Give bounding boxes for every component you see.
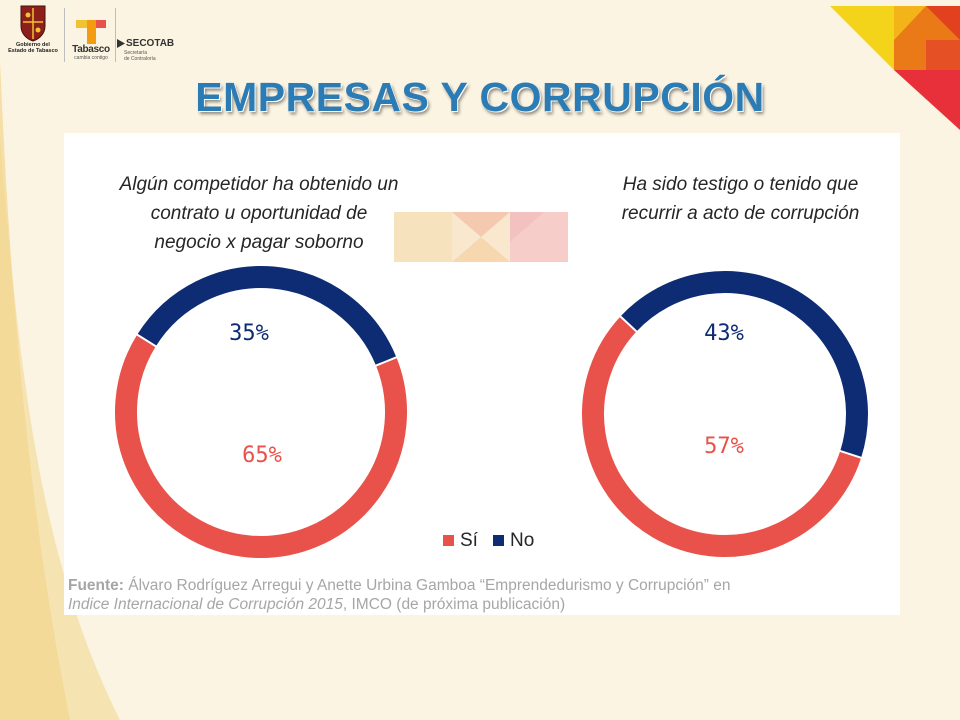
source-line1: Álvaro Rodríguez Arregui y Anette Urbina… xyxy=(123,577,731,594)
tabasco-t-logo-icon xyxy=(76,20,106,44)
secotab-logo-name: SECOTAB xyxy=(126,38,175,49)
tabasco-logo-slogan: cambia contigo xyxy=(74,55,108,61)
legend-swatch-no xyxy=(493,535,504,547)
chart2-question-line: Ha sido testigo o tenido que xyxy=(622,174,859,195)
chart1-question: Algún competidor ha obtenido un contrato… xyxy=(74,170,444,257)
donut2-slice-separator xyxy=(619,315,638,333)
gob-line1: Gobierno del xyxy=(16,42,50,48)
donut2-label-no: 43% xyxy=(704,321,744,346)
faded-overlay-decoration xyxy=(394,212,568,262)
legend-item-si: Sí xyxy=(443,530,478,552)
donut1-slice-separator xyxy=(374,356,398,367)
source-line2-rest: , IMCO (de próxima publicación) xyxy=(342,596,566,613)
gob-line2: Estado de Tabasco xyxy=(8,48,58,54)
donut2-label-si: 57% xyxy=(704,434,744,459)
legend-label-si: Sí xyxy=(460,530,478,551)
page-title: EMPRESAS Y CORRUPCIÓN xyxy=(195,74,765,120)
chart2-question: Ha sido testigo o tenido que recurrir a … xyxy=(548,170,933,228)
state-seal-caption: Gobierno del Estado de Tabasco xyxy=(2,42,64,54)
source-citation: Fuente: Álvaro Rodríguez Arregui y Anett… xyxy=(68,576,868,614)
chart1-question-line: Algún competidor ha obtenido un xyxy=(119,174,399,195)
secotab-sub1: Secretaría xyxy=(124,50,148,56)
donut1-label-si: 65% xyxy=(242,443,282,468)
donut1-slice-separator xyxy=(135,333,158,348)
legend-label-no: No xyxy=(510,530,535,551)
chart2-question-line: recurrir a acto de corrupción xyxy=(621,203,860,224)
donut2-slice-si xyxy=(582,316,862,557)
donut1-label-no: 35% xyxy=(229,321,269,346)
donut1-slice-no xyxy=(137,266,397,366)
donut2-slice-no xyxy=(620,271,868,458)
source-index-title: Indice Internacional de Corrupción 2015 xyxy=(68,596,343,613)
chart1-question-line: contrato u oportunidad de xyxy=(150,203,368,224)
chart1-question-line: negocio x pagar soborno xyxy=(154,232,364,253)
donut-chart-witness: 57% 43% xyxy=(582,271,868,557)
header-logos: Gobierno del Estado de Tabasco Tabasco c… xyxy=(0,0,180,66)
corner-triangles-decoration xyxy=(830,6,960,130)
donut-chart-competitor: 65% 35% xyxy=(115,266,407,558)
legend-item-no: No xyxy=(493,530,534,552)
secotab-sub2: de Contraloría xyxy=(124,56,156,62)
legend-swatch-si xyxy=(443,535,454,547)
header-divider xyxy=(115,8,116,62)
tabasco-logo-name: Tabasco xyxy=(72,44,110,55)
donut1-slice-si xyxy=(115,334,407,558)
donut2-slice-separator xyxy=(838,449,863,459)
secotab-logo-sub: Secretaría de Contraloría xyxy=(124,50,164,62)
secotab-arrow-icon xyxy=(117,39,125,48)
state-seal-icon xyxy=(20,5,46,42)
header-divider xyxy=(64,8,65,62)
source-label: Fuente: xyxy=(68,577,124,594)
